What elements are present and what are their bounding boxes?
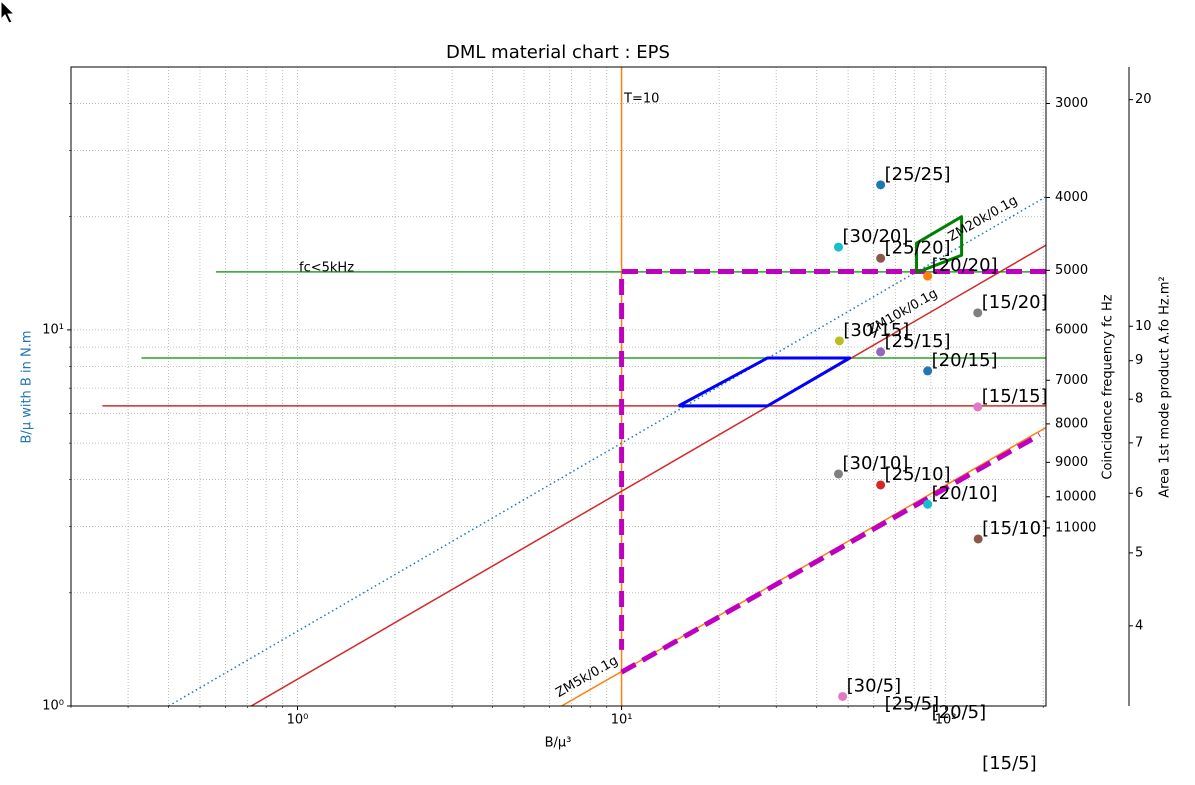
y2-tick-label: 8000 — [1055, 416, 1088, 431]
point — [923, 271, 933, 281]
point — [833, 469, 843, 479]
point-label: [30/20] — [842, 226, 908, 247]
point — [973, 534, 983, 544]
point — [876, 480, 886, 490]
point-label: [25/5] — [885, 693, 939, 714]
line — [250, 244, 1046, 706]
point — [838, 691, 848, 701]
y2-tick-label: 3000 — [1055, 96, 1088, 111]
y2-tick-label: 9000 — [1055, 455, 1088, 470]
point — [973, 402, 983, 412]
y2-tick-label: 4000 — [1055, 190, 1088, 205]
chart-title: DML material chart : EPS — [446, 42, 670, 63]
y3-tick-label: 7 — [1135, 435, 1143, 450]
y2-axis-label: Coincidence frequency fc Hz — [1101, 294, 1116, 479]
point-label: [25/25] — [885, 164, 951, 185]
y3-tick-label: 10 — [1135, 319, 1152, 334]
x-axis-label: B/μ³ — [545, 736, 572, 751]
point-label: [30/5] — [847, 675, 901, 696]
point — [973, 308, 983, 318]
point-label: [15/5] — [982, 753, 1036, 774]
y3-tick-label: 6 — [1135, 486, 1143, 501]
point — [834, 336, 844, 346]
y3-tick-label: 4 — [1135, 618, 1143, 633]
point — [876, 253, 886, 263]
line — [620, 432, 1041, 675]
point-label: [15/20] — [982, 292, 1048, 313]
y2-tick-label: 6000 — [1055, 322, 1088, 337]
point-label: [30/15] — [843, 320, 909, 341]
y-tick-label: 10¹ — [42, 322, 64, 337]
y-axis-label: B/μ with B in N.m — [20, 331, 35, 444]
point-label: [20/20] — [932, 255, 998, 276]
y2-tick-label: 11000 — [1055, 520, 1096, 535]
point-label: [20/10] — [932, 483, 998, 504]
line — [619, 268, 1046, 650]
y3-tick-label: 20 — [1135, 92, 1152, 107]
point-label: [15/15] — [982, 386, 1048, 407]
point-label: [20/5] — [932, 702, 986, 723]
point-label: [25/20] — [885, 237, 951, 258]
y2-tick-label: 5000 — [1055, 263, 1088, 278]
point — [876, 347, 886, 357]
x-tick-label: 10² — [935, 713, 957, 728]
plot-frame — [70, 66, 1047, 707]
mouse-cursor — [0, 0, 16, 24]
x-tick-label: 10⁰ — [287, 713, 309, 728]
y3-tick-label: 5 — [1135, 545, 1143, 560]
point-label: [25/15] — [885, 331, 951, 352]
point — [923, 499, 933, 509]
point-label: [25/10] — [885, 464, 951, 485]
x-tick-label: 10¹ — [611, 713, 633, 728]
annotation: T=10 — [623, 92, 659, 107]
point — [876, 180, 886, 190]
y-tick-label: 10⁰ — [42, 699, 64, 714]
line — [677, 356, 852, 408]
point-label: [15/10] — [982, 518, 1048, 539]
point — [923, 366, 933, 376]
point-label: [20/15] — [932, 350, 998, 371]
annotation: fc<5kHz — [299, 261, 354, 276]
point — [833, 242, 843, 252]
y3-tick-label: 8 — [1135, 392, 1143, 407]
plot-area — [102, 67, 1046, 706]
y3-tick-label: 9 — [1135, 353, 1143, 368]
y2-tick-label: 10000 — [1055, 489, 1096, 504]
point-label: [30/10] — [842, 453, 908, 474]
y3-axis-label: Area 1st mode product A.fo Hz.m² — [1158, 276, 1173, 498]
y2-tick-label: 7000 — [1055, 373, 1088, 388]
line — [915, 215, 964, 275]
